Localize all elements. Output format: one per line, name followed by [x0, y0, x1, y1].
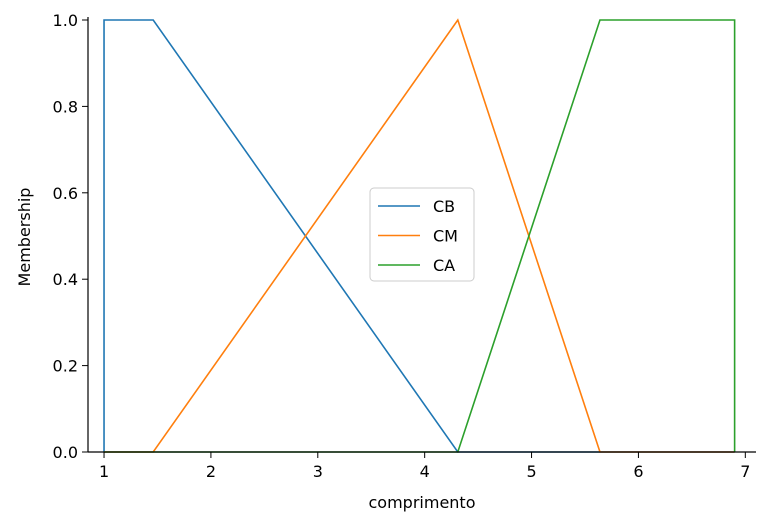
y-tick-label: 0.0 [53, 443, 78, 462]
x-tick-label: 1 [99, 462, 109, 481]
y-axis-label: Membership [15, 188, 34, 287]
legend: CB CM CA [369, 187, 475, 282]
x-axis-label: comprimento [369, 493, 476, 512]
legend-label-cm: CM [433, 227, 458, 246]
legend-label-cb: CB [433, 197, 455, 216]
legend-box [369, 187, 475, 282]
y-tick-label: 1.0 [53, 11, 78, 30]
axes-layer [87, 17, 756, 453]
x-tick-label: 6 [633, 462, 643, 481]
legend-label-ca: CA [433, 256, 455, 275]
x-tick-label: 4 [420, 462, 430, 481]
x-tick-label: 2 [206, 462, 216, 481]
y-tick-label: 0.6 [53, 184, 78, 203]
x-tick-label: 7 [740, 462, 750, 481]
x-tick-label: 5 [526, 462, 536, 481]
x-tick-label: 3 [313, 462, 323, 481]
y-tick-label: 0.4 [53, 270, 78, 289]
y-tick-label: 0.2 [53, 357, 78, 376]
ticks-layer: 1 2 3 4 5 6 7 0.0 0.2 0.4 0.6 0.8 1.0 [53, 11, 751, 481]
y-tick-label: 0.8 [53, 97, 78, 116]
